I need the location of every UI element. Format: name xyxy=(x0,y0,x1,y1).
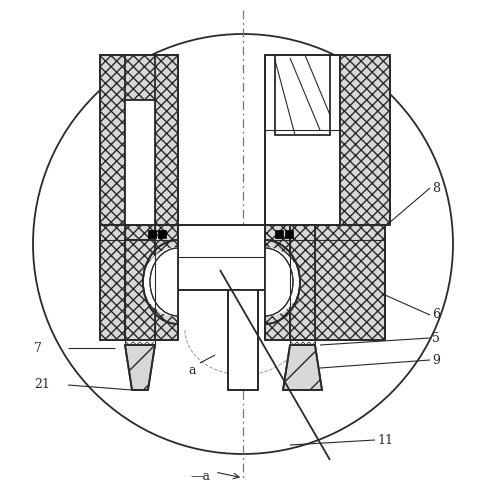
Polygon shape xyxy=(155,225,178,340)
Polygon shape xyxy=(315,225,385,340)
Text: 8: 8 xyxy=(432,182,440,195)
Polygon shape xyxy=(340,55,390,225)
Bar xyxy=(265,55,340,225)
Wedge shape xyxy=(265,247,300,317)
Polygon shape xyxy=(125,340,155,345)
Polygon shape xyxy=(265,225,340,240)
Polygon shape xyxy=(125,240,155,340)
Bar xyxy=(125,100,155,225)
Text: 9: 9 xyxy=(432,353,440,366)
Polygon shape xyxy=(100,225,125,340)
Text: 7: 7 xyxy=(34,342,42,354)
Wedge shape xyxy=(143,247,178,317)
Circle shape xyxy=(33,34,453,454)
Bar xyxy=(285,230,293,238)
Text: 21: 21 xyxy=(34,379,50,391)
Bar xyxy=(228,290,258,390)
Text: —a: —a xyxy=(190,469,210,483)
Polygon shape xyxy=(100,55,178,100)
Polygon shape xyxy=(100,55,125,225)
Text: a: a xyxy=(188,364,196,377)
Text: 5: 5 xyxy=(432,331,440,345)
Polygon shape xyxy=(155,55,178,225)
Text: 6: 6 xyxy=(432,308,440,322)
Polygon shape xyxy=(125,345,155,390)
Bar xyxy=(148,230,156,238)
Polygon shape xyxy=(100,225,178,240)
Bar xyxy=(275,230,283,238)
Bar xyxy=(275,55,330,135)
Polygon shape xyxy=(265,225,290,340)
Bar xyxy=(158,230,166,238)
Polygon shape xyxy=(290,225,315,340)
Bar xyxy=(178,225,265,290)
Polygon shape xyxy=(283,345,322,390)
Polygon shape xyxy=(290,340,315,345)
Text: 11: 11 xyxy=(377,433,393,447)
